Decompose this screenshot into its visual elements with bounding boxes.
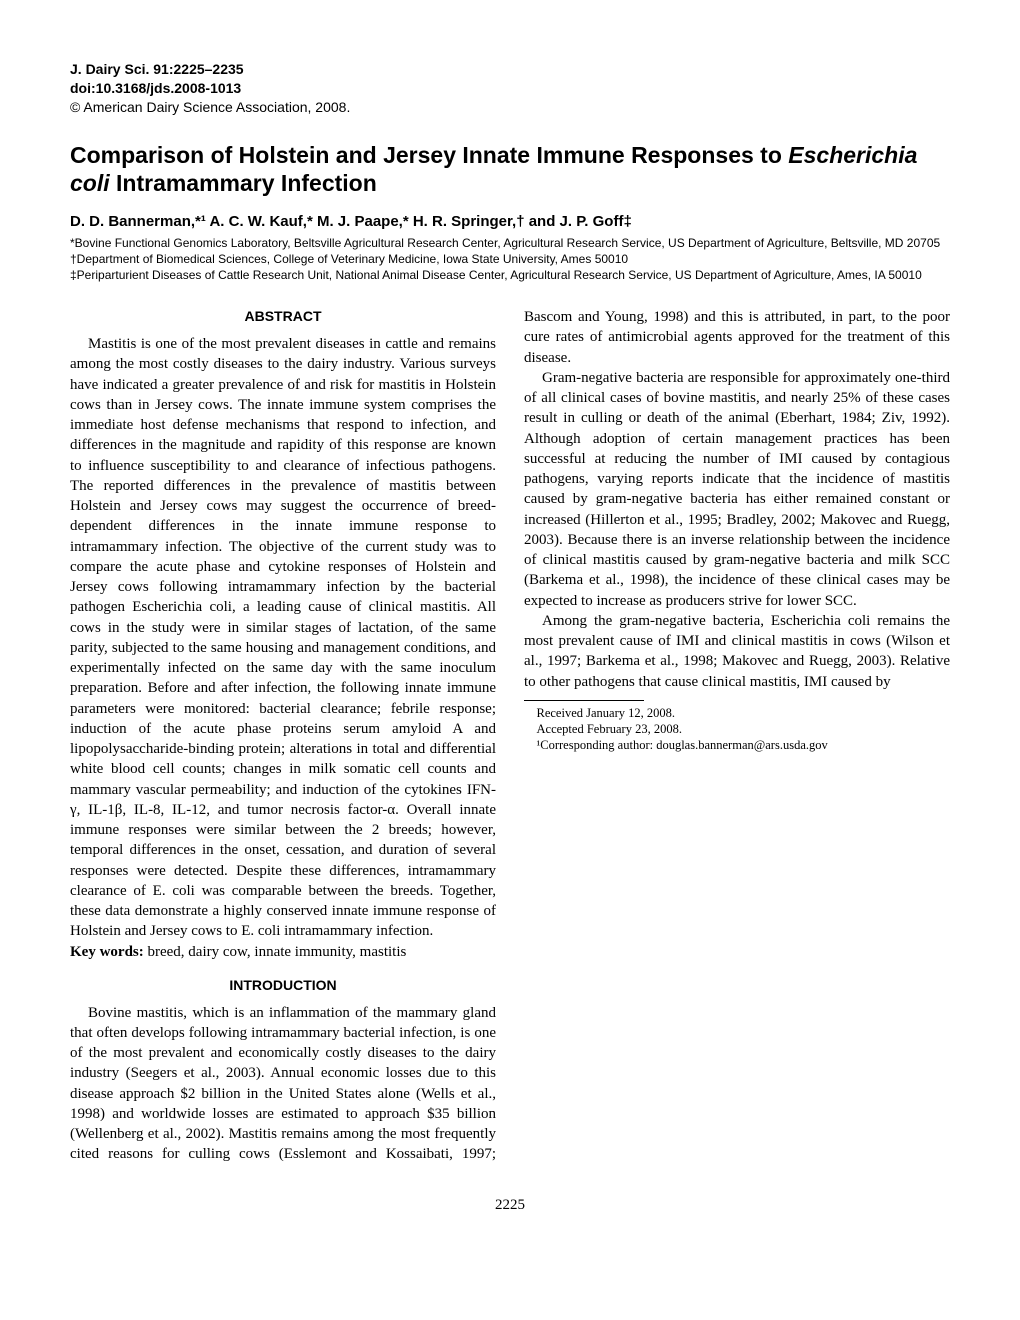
footnote-received: Received January 12, 2008. [524, 705, 950, 721]
footnote-rule [524, 700, 644, 701]
copyright: © American Dairy Science Association, 20… [70, 98, 950, 117]
keywords-label: Key words: [70, 944, 144, 960]
section-spacer [70, 962, 496, 976]
affiliation-3: ‡Periparturient Diseases of Cattle Resea… [70, 268, 950, 284]
footnote-accepted: Accepted February 23, 2008. [524, 721, 950, 737]
keywords-text: breed, dairy cow, innate immunity, masti… [144, 944, 407, 960]
intro-paragraph-3: Among the gram-negative bacteria, Escher… [524, 611, 950, 692]
doi: doi:10.3168/jds.2008-1013 [70, 79, 950, 98]
journal-meta: J. Dairy Sci. 91:2225–2235 doi:10.3168/j… [70, 60, 950, 117]
author-list: D. D. Bannerman,*¹ A. C. W. Kauf,* M. J.… [70, 212, 950, 232]
affiliations: *Bovine Functional Genomics Laboratory, … [70, 236, 950, 283]
affiliation-2: †Department of Biomedical Sciences, Coll… [70, 252, 950, 268]
footnote-corresponding: ¹Corresponding author: douglas.bannerman… [524, 737, 950, 753]
footnotes: Received January 12, 2008. Accepted Febr… [524, 705, 950, 754]
title-text-post: Intramammary Infection [110, 170, 377, 196]
body-columns: ABSTRACT Mastitis is one of the most pre… [70, 307, 950, 1177]
affiliation-1: *Bovine Functional Genomics Laboratory, … [70, 236, 950, 252]
title-text-pre: Comparison of Holstein and Jersey Innate… [70, 142, 788, 168]
journal-ref: J. Dairy Sci. 91:2225–2235 [70, 60, 950, 79]
article-title: Comparison of Holstein and Jersey Innate… [70, 141, 950, 199]
abstract-heading: ABSTRACT [70, 307, 496, 326]
introduction-heading: INTRODUCTION [70, 976, 496, 995]
intro-paragraph-2: Gram-negative bacteria are responsible f… [524, 368, 950, 611]
abstract-text: Mastitis is one of the most prevalent di… [70, 334, 496, 942]
keywords: Key words: breed, dairy cow, innate immu… [70, 942, 496, 962]
page-number: 2225 [70, 1195, 950, 1215]
